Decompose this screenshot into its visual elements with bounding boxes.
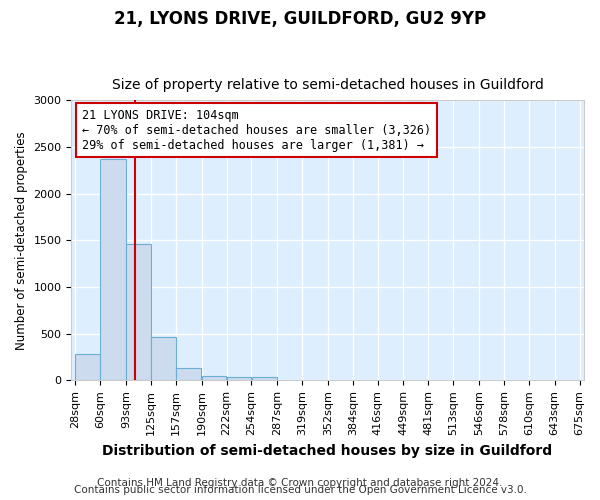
Bar <box>176 368 202 380</box>
Bar <box>151 338 176 380</box>
Title: Size of property relative to semi-detached houses in Guildford: Size of property relative to semi-detach… <box>112 78 544 92</box>
Bar <box>202 376 226 380</box>
Bar <box>76 354 100 380</box>
Text: Contains public sector information licensed under the Open Government Licence v3: Contains public sector information licen… <box>74 485 526 495</box>
Text: Contains HM Land Registry data © Crown copyright and database right 2024.: Contains HM Land Registry data © Crown c… <box>97 478 503 488</box>
Bar <box>227 377 251 380</box>
Text: 21 LYONS DRIVE: 104sqm
← 70% of semi-detached houses are smaller (3,326)
29% of : 21 LYONS DRIVE: 104sqm ← 70% of semi-det… <box>82 108 431 152</box>
Y-axis label: Number of semi-detached properties: Number of semi-detached properties <box>15 131 28 350</box>
Bar <box>251 377 277 380</box>
Text: 21, LYONS DRIVE, GUILDFORD, GU2 9YP: 21, LYONS DRIVE, GUILDFORD, GU2 9YP <box>114 10 486 28</box>
X-axis label: Distribution of semi-detached houses by size in Guildford: Distribution of semi-detached houses by … <box>103 444 553 458</box>
Bar <box>126 244 151 380</box>
Bar <box>100 159 126 380</box>
